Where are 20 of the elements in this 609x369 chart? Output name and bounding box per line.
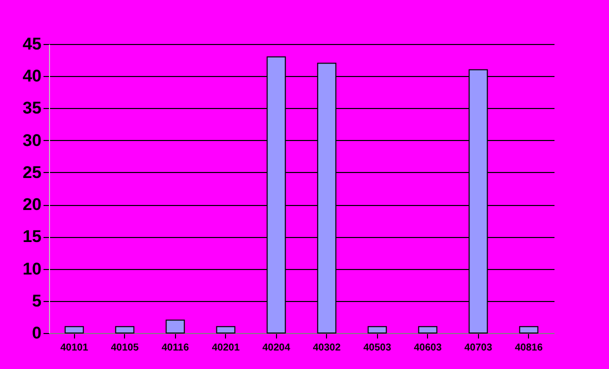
x-tick-label: 40302 — [312, 342, 342, 354]
y-tick-label: 0 — [32, 324, 42, 342]
y-tick-label: 20 — [22, 195, 42, 214]
x-tick-label: 40101 — [60, 342, 89, 354]
x-tick-label: 40603 — [414, 342, 442, 354]
y-tick-label: 30 — [22, 130, 42, 150]
x-tick-label: 40703 — [464, 342, 493, 354]
x-tick-label: 40201 — [212, 342, 240, 354]
y-tick-label: 25 — [22, 162, 42, 182]
y-tick-label: 15 — [22, 227, 42, 246]
x-tick-label: 40105 — [110, 342, 140, 354]
y-tick-label: 45 — [22, 34, 42, 54]
y-tick-label: 5 — [32, 291, 42, 310]
x-tick-label: 40816 — [514, 342, 544, 354]
x-tick-label: 40503 — [363, 342, 392, 354]
y-tick-label: 35 — [22, 98, 42, 118]
y-tick-label: 40 — [22, 66, 42, 86]
x-tick-label: 40204 — [262, 342, 291, 354]
y-tick-label: 10 — [22, 259, 42, 278]
x-tick-label: 40116 — [162, 342, 190, 354]
